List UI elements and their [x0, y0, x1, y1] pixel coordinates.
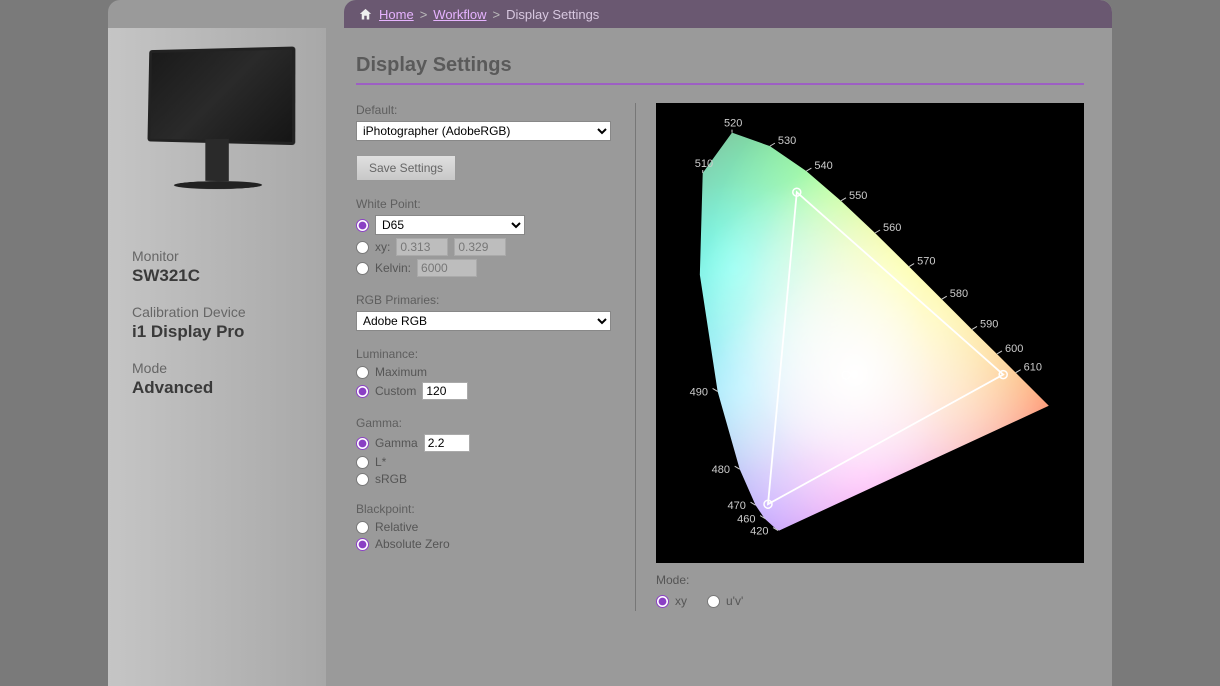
whitepoint-xy-radio[interactable]	[356, 241, 369, 254]
gamma-gamma-radio[interactable]	[356, 437, 369, 450]
breadcrumb-home[interactable]: Home	[379, 7, 414, 22]
luminance-custom-field[interactable]	[422, 382, 468, 400]
whitepoint-select[interactable]: D65	[375, 215, 525, 235]
main-panel: Display Settings Default: iPhotographer …	[326, 28, 1112, 686]
device-label: Calibration Device	[132, 304, 302, 320]
svg-text:480: 480	[712, 464, 730, 476]
blackpoint-absolute-radio[interactable]	[356, 538, 369, 551]
chromaticity-diagram: 420460 470 480 490 510 520 530 540 550 560 570 580 5…	[656, 103, 1084, 563]
blackpoint-relative-radio[interactable]	[356, 521, 369, 534]
svg-text:520: 520	[724, 118, 742, 130]
kelvin-label: Kelvin:	[375, 261, 411, 275]
svg-text:600: 600	[1005, 343, 1023, 355]
svg-text:560: 560	[883, 222, 901, 234]
whitepoint-x-field[interactable]	[396, 238, 448, 256]
svg-text:490: 490	[690, 386, 708, 398]
svg-text:580: 580	[950, 288, 968, 300]
svg-text:460: 460	[737, 514, 755, 526]
device-value: i1 Display Pro	[132, 322, 302, 342]
svg-text:540: 540	[814, 160, 832, 172]
luminance-custom-label: Custom	[375, 384, 416, 398]
chart-mode-title: Mode:	[656, 573, 1084, 587]
xy-label: xy:	[375, 240, 390, 254]
luminance-max-radio[interactable]	[356, 366, 369, 379]
primaries-select[interactable]: Adobe RGB	[356, 311, 611, 331]
svg-text:420: 420	[750, 526, 768, 538]
app-window: Home > Workflow > Display Settings Monit…	[108, 0, 1112, 686]
gamma-srgb-label: sRGB	[375, 472, 407, 486]
default-select[interactable]: iPhotographer (AdobeRGB)	[356, 121, 611, 141]
breadcrumb-sep: >	[493, 7, 501, 22]
breadcrumb-current: Display Settings	[506, 7, 599, 22]
title-rule	[356, 83, 1084, 85]
blackpoint-label: Blackpoint:	[356, 502, 617, 516]
whitepoint-preset-radio[interactable]	[356, 219, 369, 232]
whitepoint-kelvin-radio[interactable]	[356, 262, 369, 275]
svg-text:610: 610	[1024, 362, 1042, 374]
mode-value: Advanced	[132, 378, 302, 398]
gamma-lstar-radio[interactable]	[356, 456, 369, 469]
gamma-value-field[interactable]	[424, 434, 470, 452]
save-settings-button[interactable]: Save Settings	[356, 155, 456, 181]
monitor-label: Monitor	[132, 248, 302, 264]
breadcrumb-workflow[interactable]: Workflow	[433, 7, 486, 22]
gamma-lstar-label: L*	[375, 455, 386, 469]
mode-label: Mode	[132, 360, 302, 376]
monitor-value: SW321C	[132, 266, 302, 286]
home-icon	[358, 6, 373, 22]
chart-mode-xy-radio[interactable]	[656, 595, 669, 608]
chart-mode-uv-radio[interactable]	[707, 595, 720, 608]
blackpoint-relative-label: Relative	[375, 520, 418, 534]
breadcrumb-sep: >	[420, 7, 428, 22]
svg-text:510: 510	[695, 158, 713, 170]
breadcrumb: Home > Workflow > Display Settings	[344, 0, 1112, 28]
svg-text:470: 470	[728, 500, 746, 512]
luminance-label: Luminance:	[356, 347, 617, 361]
luminance-max-label: Maximum	[375, 365, 427, 379]
primaries-label: RGB Primaries:	[356, 293, 617, 307]
gamma-label: Gamma:	[356, 416, 617, 430]
gamma-gamma-label: Gamma	[375, 436, 418, 450]
svg-text:570: 570	[917, 256, 935, 268]
svg-text:550: 550	[849, 190, 867, 202]
monitor-image	[132, 48, 302, 208]
blackpoint-absolute-label: Absolute Zero	[375, 537, 450, 551]
chart-mode-uv-label: u'v'	[726, 594, 743, 608]
luminance-custom-radio[interactable]	[356, 385, 369, 398]
chart-column: 420460 470 480 490 510 520 530 540 550 560 570 580 5…	[656, 103, 1084, 611]
page-title: Display Settings	[356, 54, 1084, 77]
whitepoint-label: White Point:	[356, 197, 617, 211]
whitepoint-y-field[interactable]	[454, 238, 506, 256]
gamma-srgb-radio[interactable]	[356, 473, 369, 486]
svg-text:590: 590	[980, 319, 998, 331]
default-label: Default:	[356, 103, 617, 117]
sidebar: Monitor SW321C Calibration Device i1 Dis…	[108, 28, 326, 686]
whitepoint-kelvin-field[interactable]	[417, 259, 477, 277]
chart-mode-xy-label: xy	[675, 594, 687, 608]
body: Monitor SW321C Calibration Device i1 Dis…	[108, 28, 1112, 686]
settings-form: Default: iPhotographer (AdobeRGB) Save S…	[356, 103, 636, 611]
chart-mode-section: Mode: xy u'v'	[656, 573, 1084, 611]
svg-text:530: 530	[778, 135, 796, 147]
